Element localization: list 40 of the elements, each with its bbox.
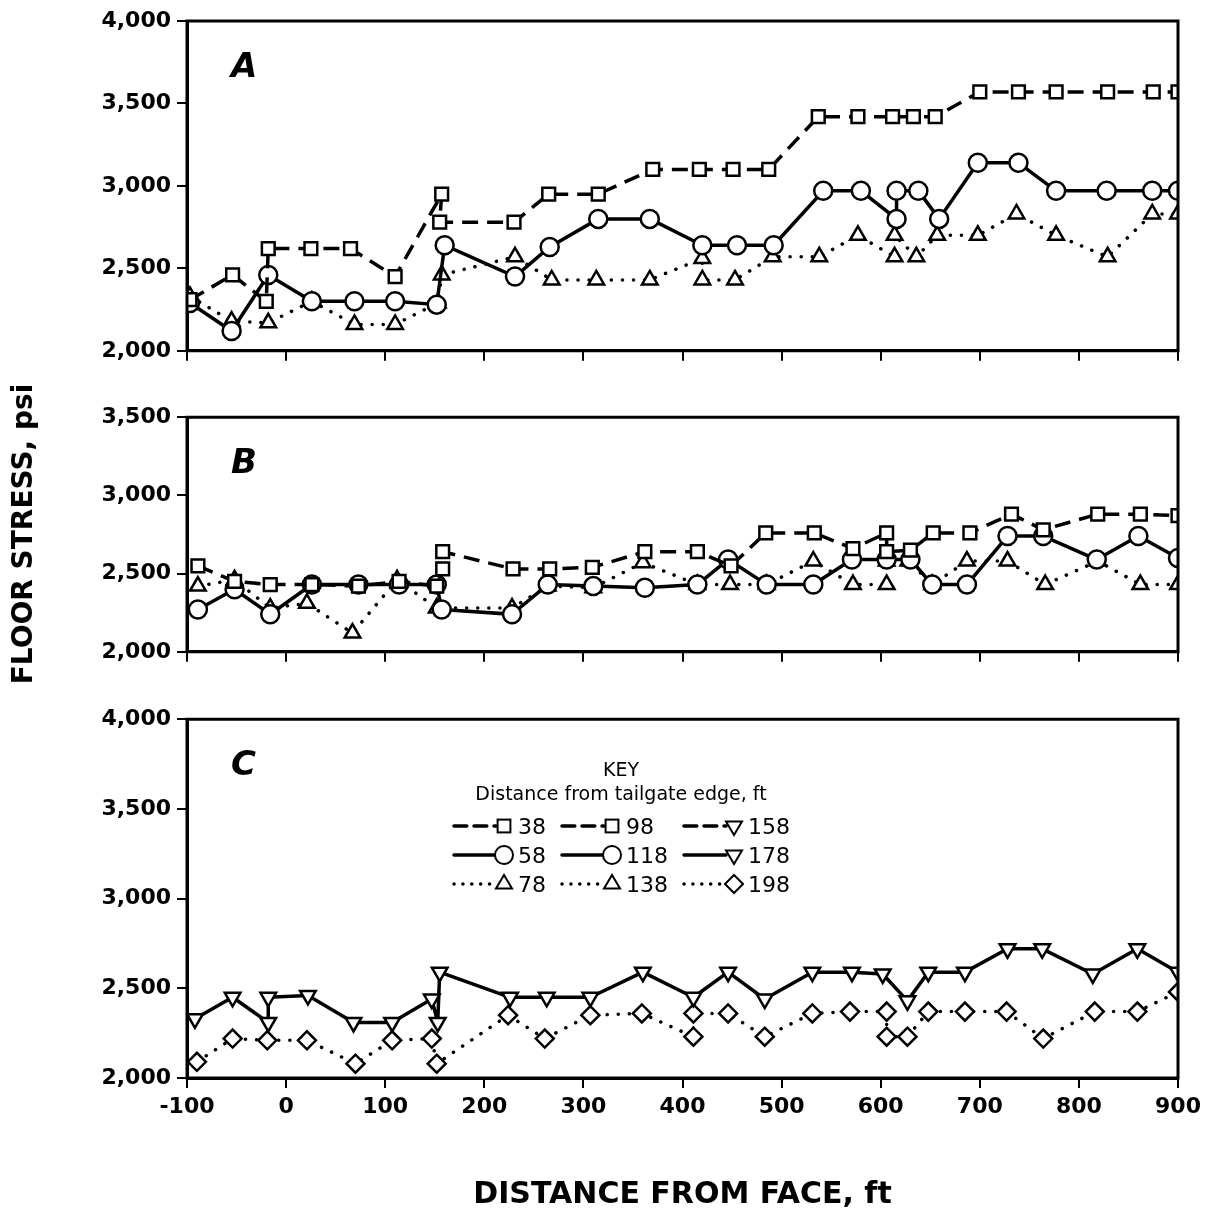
- y-tick-label: 3,000: [101, 481, 171, 507]
- y-tick-label: 2,000: [101, 336, 171, 362]
- y-tick-label: 2,000: [101, 1063, 171, 1089]
- y-tick-label: 2,500: [101, 254, 171, 280]
- legend-label: 158: [748, 813, 790, 839]
- y-tick-label: 3,500: [101, 89, 171, 115]
- y-tick-label: 2,500: [101, 974, 171, 1000]
- legend-label: 118: [626, 842, 668, 868]
- legend-title: KEY Distance from tailgate edge, ft: [474, 758, 768, 806]
- legend-label: 138: [626, 871, 668, 897]
- x-tick-label: 400: [659, 1092, 706, 1118]
- x-tick-label: 500: [758, 1092, 805, 1118]
- x-tick-label: -100: [159, 1092, 215, 1118]
- y-axis-title: FLOOR STRESS, psi: [5, 383, 39, 685]
- x-tick-label: 0: [278, 1092, 294, 1118]
- legend-label: 198: [748, 871, 790, 897]
- y-tick-label: 3,000: [101, 884, 171, 910]
- x-tick-label: 700: [956, 1092, 1003, 1118]
- x-tick-label: 200: [461, 1092, 508, 1118]
- x-tick-label: 800: [1055, 1092, 1102, 1118]
- legend-label: 178: [748, 842, 790, 868]
- x-tick-label: 100: [362, 1092, 409, 1118]
- legend-label: 38: [518, 813, 546, 839]
- y-tick-label: 2,000: [101, 637, 171, 663]
- legend-label: 58: [518, 842, 546, 868]
- legend-label: 78: [518, 871, 546, 897]
- y-tick-label: 4,000: [101, 6, 171, 32]
- x-tick-label: 600: [857, 1092, 904, 1118]
- y-tick-label: 2,500: [101, 559, 171, 585]
- x-tick-label: 900: [1155, 1092, 1201, 1118]
- y-tick-label: 3,000: [101, 171, 171, 197]
- y-tick-label: 3,500: [101, 794, 171, 820]
- x-tick-label: 300: [560, 1092, 607, 1118]
- x-axis-title: DISTANCE FROM FACE, ft: [473, 1174, 892, 1210]
- y-tick-label: 3,500: [101, 402, 171, 428]
- y-tick-label: 4,000: [101, 704, 171, 730]
- legend-label: 98: [626, 813, 654, 839]
- annotation: B: [231, 441, 257, 482]
- annotation: A: [228, 44, 258, 85]
- annotation: C: [231, 743, 256, 784]
